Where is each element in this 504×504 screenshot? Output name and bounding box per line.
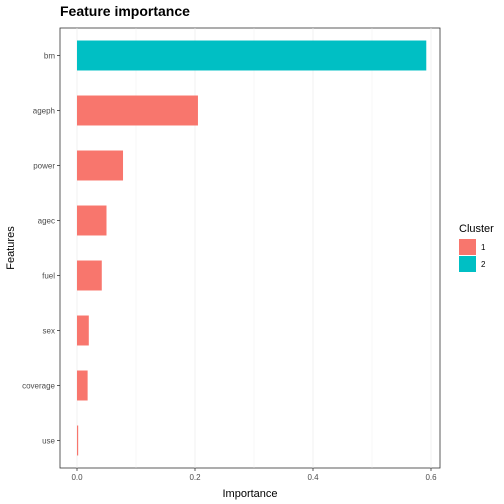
x-axis-title: Importance bbox=[222, 488, 277, 500]
legend-title: Cluster bbox=[459, 223, 494, 235]
bar-agec bbox=[77, 205, 107, 236]
x-tick-label: 0.4 bbox=[307, 473, 319, 482]
y-tick-label-bm: bm bbox=[44, 52, 55, 61]
x-axis-ticks: 0.0 0.2 0.4 0.6 bbox=[71, 468, 437, 482]
y-tick-label-sex: sex bbox=[43, 327, 55, 336]
y-tick-label-use: use bbox=[42, 437, 55, 446]
bar-bm bbox=[77, 40, 427, 71]
x-tick-label: 0.6 bbox=[425, 473, 437, 482]
bar-coverage bbox=[77, 370, 88, 401]
plot-panel bbox=[59, 27, 441, 469]
chart-title: Feature importance bbox=[60, 3, 190, 19]
bar-ageph bbox=[77, 95, 198, 126]
x-tick-label: 0.2 bbox=[189, 473, 201, 482]
legend-key-cluster-2 bbox=[459, 256, 476, 272]
legend: Cluster 1 2 bbox=[459, 223, 494, 272]
x-tick-label: 0.0 bbox=[71, 473, 83, 482]
legend-label-cluster-1: 1 bbox=[481, 243, 486, 252]
y-axis-ticks: bm ageph power agec fuel sex coverage use bbox=[22, 52, 60, 446]
y-tick-label-fuel: fuel bbox=[42, 272, 55, 281]
bar-fuel bbox=[77, 260, 102, 291]
bar-sex bbox=[77, 315, 89, 346]
y-axis-title: Features bbox=[5, 226, 17, 270]
y-tick-label-coverage: coverage bbox=[22, 382, 55, 391]
legend-key-cluster-1 bbox=[459, 239, 476, 255]
y-tick-label-agec: agec bbox=[38, 217, 55, 226]
legend-label-cluster-2: 2 bbox=[481, 260, 486, 269]
y-tick-label-power: power bbox=[33, 162, 55, 171]
bars bbox=[77, 40, 427, 456]
bar-use bbox=[77, 425, 79, 456]
bar-power bbox=[77, 150, 124, 181]
y-tick-label-ageph: ageph bbox=[33, 107, 55, 116]
